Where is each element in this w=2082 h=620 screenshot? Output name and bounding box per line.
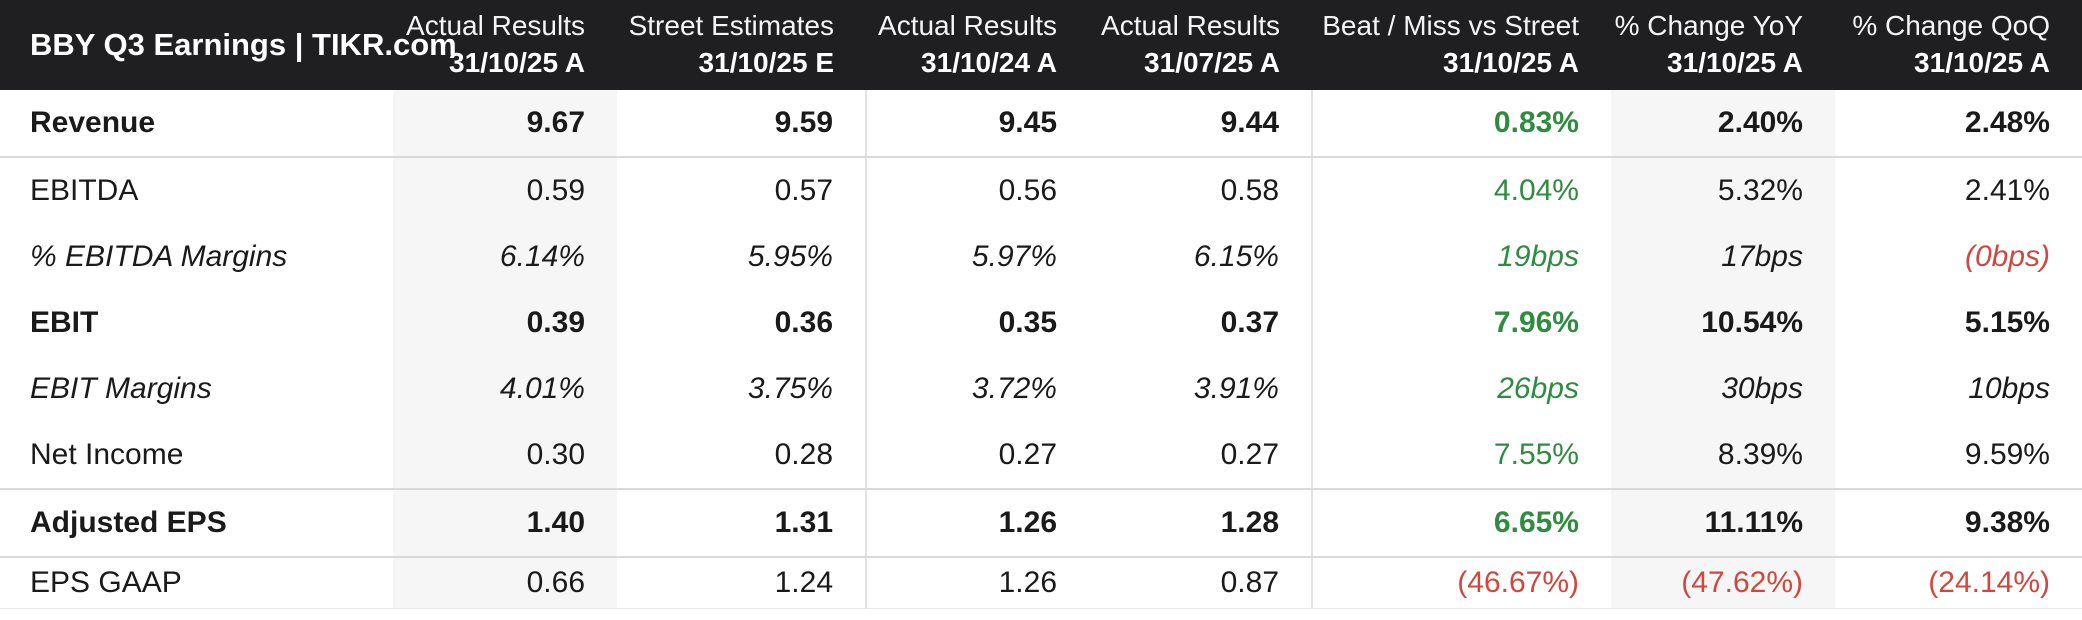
col-header-line2: 31/10/24 A <box>921 47 1057 78</box>
table-cell: 1.26 <box>866 557 1089 609</box>
row-label-ebit-margins: EBIT Margins <box>30 372 212 405</box>
table-cell: (24.14%) <box>1835 557 2082 609</box>
table-row: % EBITDA Margins 6.14% 5.95% 5.97% 6.15%… <box>0 224 2082 290</box>
table-cell: 1.31 <box>617 489 867 558</box>
table-row: Revenue 9.67 9.59 9.45 9.44 0.83% 2.40% … <box>0 90 2082 158</box>
table-cell: 5.95% <box>617 224 867 290</box>
table-cell: 0.57 <box>617 157 867 224</box>
col-header-line2: 31/07/25 A <box>1144 47 1280 78</box>
table-cell: 4.01% <box>499 372 585 405</box>
col-header-change-yoy: % Change YoY 31/10/25 A <box>1611 0 1835 90</box>
table-cell: 30bps <box>1721 372 1803 405</box>
col-header-line2: 31/10/25 A <box>1443 47 1579 78</box>
table-cell: 3.72% <box>971 372 1057 405</box>
table-cell: 3.75% <box>617 356 867 422</box>
table-cell: 0.39 <box>526 306 585 339</box>
table-cell: 1.26 <box>866 489 1089 558</box>
table-cell: 0.27 <box>1089 422 1313 490</box>
table-cell: 19bps <box>1497 240 1579 273</box>
table-cell: 0.36 <box>617 290 867 356</box>
col-header-line1: Beat / Miss vs Street <box>1322 10 1579 42</box>
table-cell: 10.54% <box>1701 306 1803 339</box>
table-cell: 11.11% <box>1611 489 1835 558</box>
table-cell: 10bps <box>1968 372 2050 405</box>
col-header-actual-2024: Actual Results 31/10/24 A <box>866 0 1089 90</box>
table-cell: 9.45 <box>866 90 1089 158</box>
table-cell: 8.39% <box>1611 422 1835 490</box>
table-header: BBY Q3 Earnings | TIKR.com Actual Result… <box>0 0 2082 90</box>
col-header-line1: Actual Results <box>878 10 1057 42</box>
table-cell: (46.67%) <box>1312 557 1611 609</box>
table-cell: 3.91% <box>1089 356 1313 422</box>
table-row: EPS GAAP 0.66 1.24 1.26 0.87 (46.67%) (4… <box>0 557 2082 609</box>
table-title: BBY Q3 Earnings | TIKR.com <box>0 0 457 90</box>
table-row: Adjusted EPS 1.40 1.31 1.26 1.28 6.65% 1… <box>0 489 2082 558</box>
row-label-eps-gaap: EPS GAAP <box>0 557 393 609</box>
col-header-line1: Street Estimates <box>628 10 834 42</box>
table-cell: 5.32% <box>1717 174 1803 207</box>
table-row: EBIT Margins 4.01% 3.75% 3.72% 3.91% 26b… <box>0 356 2082 422</box>
table-cell: 6.15% <box>1089 224 1313 290</box>
table-cell: 0.56 <box>998 174 1057 207</box>
col-header-line1: % Change YoY <box>1614 10 1803 42</box>
table-cell: 9.59 <box>617 90 867 158</box>
table-cell: 7.96% <box>1493 306 1579 339</box>
col-header-street-estimates: Street Estimates 31/10/25 E <box>617 0 866 90</box>
table-cell: 0.66 <box>393 557 617 609</box>
table-cell: 9.67 <box>393 90 617 158</box>
table-cell: 17bps <box>1721 240 1803 273</box>
col-header-actual-jul-2025: Actual Results 31/07/25 A <box>1089 0 1312 90</box>
table-cell: 2.40% <box>1611 90 1835 158</box>
table-cell: (0bps) <box>1964 240 2050 273</box>
row-label-net-income: Net Income <box>0 422 393 490</box>
row-label-ebitda: EBITDA <box>30 174 139 207</box>
table-cell: 0.35 <box>998 306 1057 339</box>
table-cell: 0.27 <box>866 422 1089 490</box>
table-cell: 0.83% <box>1312 90 1611 158</box>
table-cell: 5.15% <box>1964 306 2050 339</box>
col-header-line2: 31/10/25 A <box>1914 47 2050 78</box>
table-row: Net Income 0.30 0.28 0.27 0.27 7.55% 8.3… <box>0 422 2082 490</box>
table-cell: 1.24 <box>617 557 867 609</box>
col-header-line1: % Change QoQ <box>1852 10 2050 42</box>
col-header-beat-miss: Beat / Miss vs Street 31/10/25 A <box>1312 0 1611 90</box>
table-cell: 26bps <box>1497 372 1579 405</box>
table-cell: 0.30 <box>393 422 617 490</box>
col-header-line2: 31/10/25 A <box>449 47 585 78</box>
table-cell: 4.04% <box>1493 174 1579 207</box>
table-cell: (47.62%) <box>1611 557 1835 609</box>
table-cell: 5.97% <box>971 240 1057 273</box>
row-label-revenue: Revenue <box>0 90 393 158</box>
row-label-ebit: EBIT <box>30 306 99 339</box>
table-cell: 1.28 <box>1089 489 1313 558</box>
table-cell: 6.14% <box>499 240 585 273</box>
row-label-ebitda-margins: % EBITDA Margins <box>30 240 288 273</box>
table-cell: 0.28 <box>617 422 867 490</box>
col-header-line2: 31/10/25 E <box>698 47 834 78</box>
col-header-line1: Actual Results <box>406 10 585 42</box>
table-cell: 2.41% <box>1964 174 2050 207</box>
table-cell: 6.65% <box>1312 489 1611 558</box>
table-cell: 9.44 <box>1089 90 1313 158</box>
col-header-actual-2025: Actual Results 31/10/25 A <box>393 0 617 90</box>
col-header-line1: Actual Results <box>1101 10 1280 42</box>
table-cell: 0.58 <box>1089 157 1313 224</box>
table-cell: 0.37 <box>1089 290 1313 356</box>
table-row: EBITDA 0.59 0.57 0.56 0.58 4.04% 5.32% 2… <box>0 157 2082 224</box>
row-label-adjusted-eps: Adjusted EPS <box>0 489 393 558</box>
table-cell: 7.55% <box>1312 422 1611 490</box>
col-header-line2: 31/10/25 A <box>1667 47 1803 78</box>
table-cell: 0.87 <box>1089 557 1313 609</box>
table-cell: 2.48% <box>1835 90 2082 158</box>
col-header-change-qoq: % Change QoQ 31/10/25 A <box>1835 0 2082 90</box>
table-cell: 9.38% <box>1835 489 2082 558</box>
table-row: EBIT 0.39 0.36 0.35 0.37 7.96% 10.54% 5.… <box>0 290 2082 356</box>
table-cell: 0.59 <box>526 174 585 207</box>
table-cell: 9.59% <box>1835 422 2082 490</box>
table-cell: 1.40 <box>393 489 617 558</box>
